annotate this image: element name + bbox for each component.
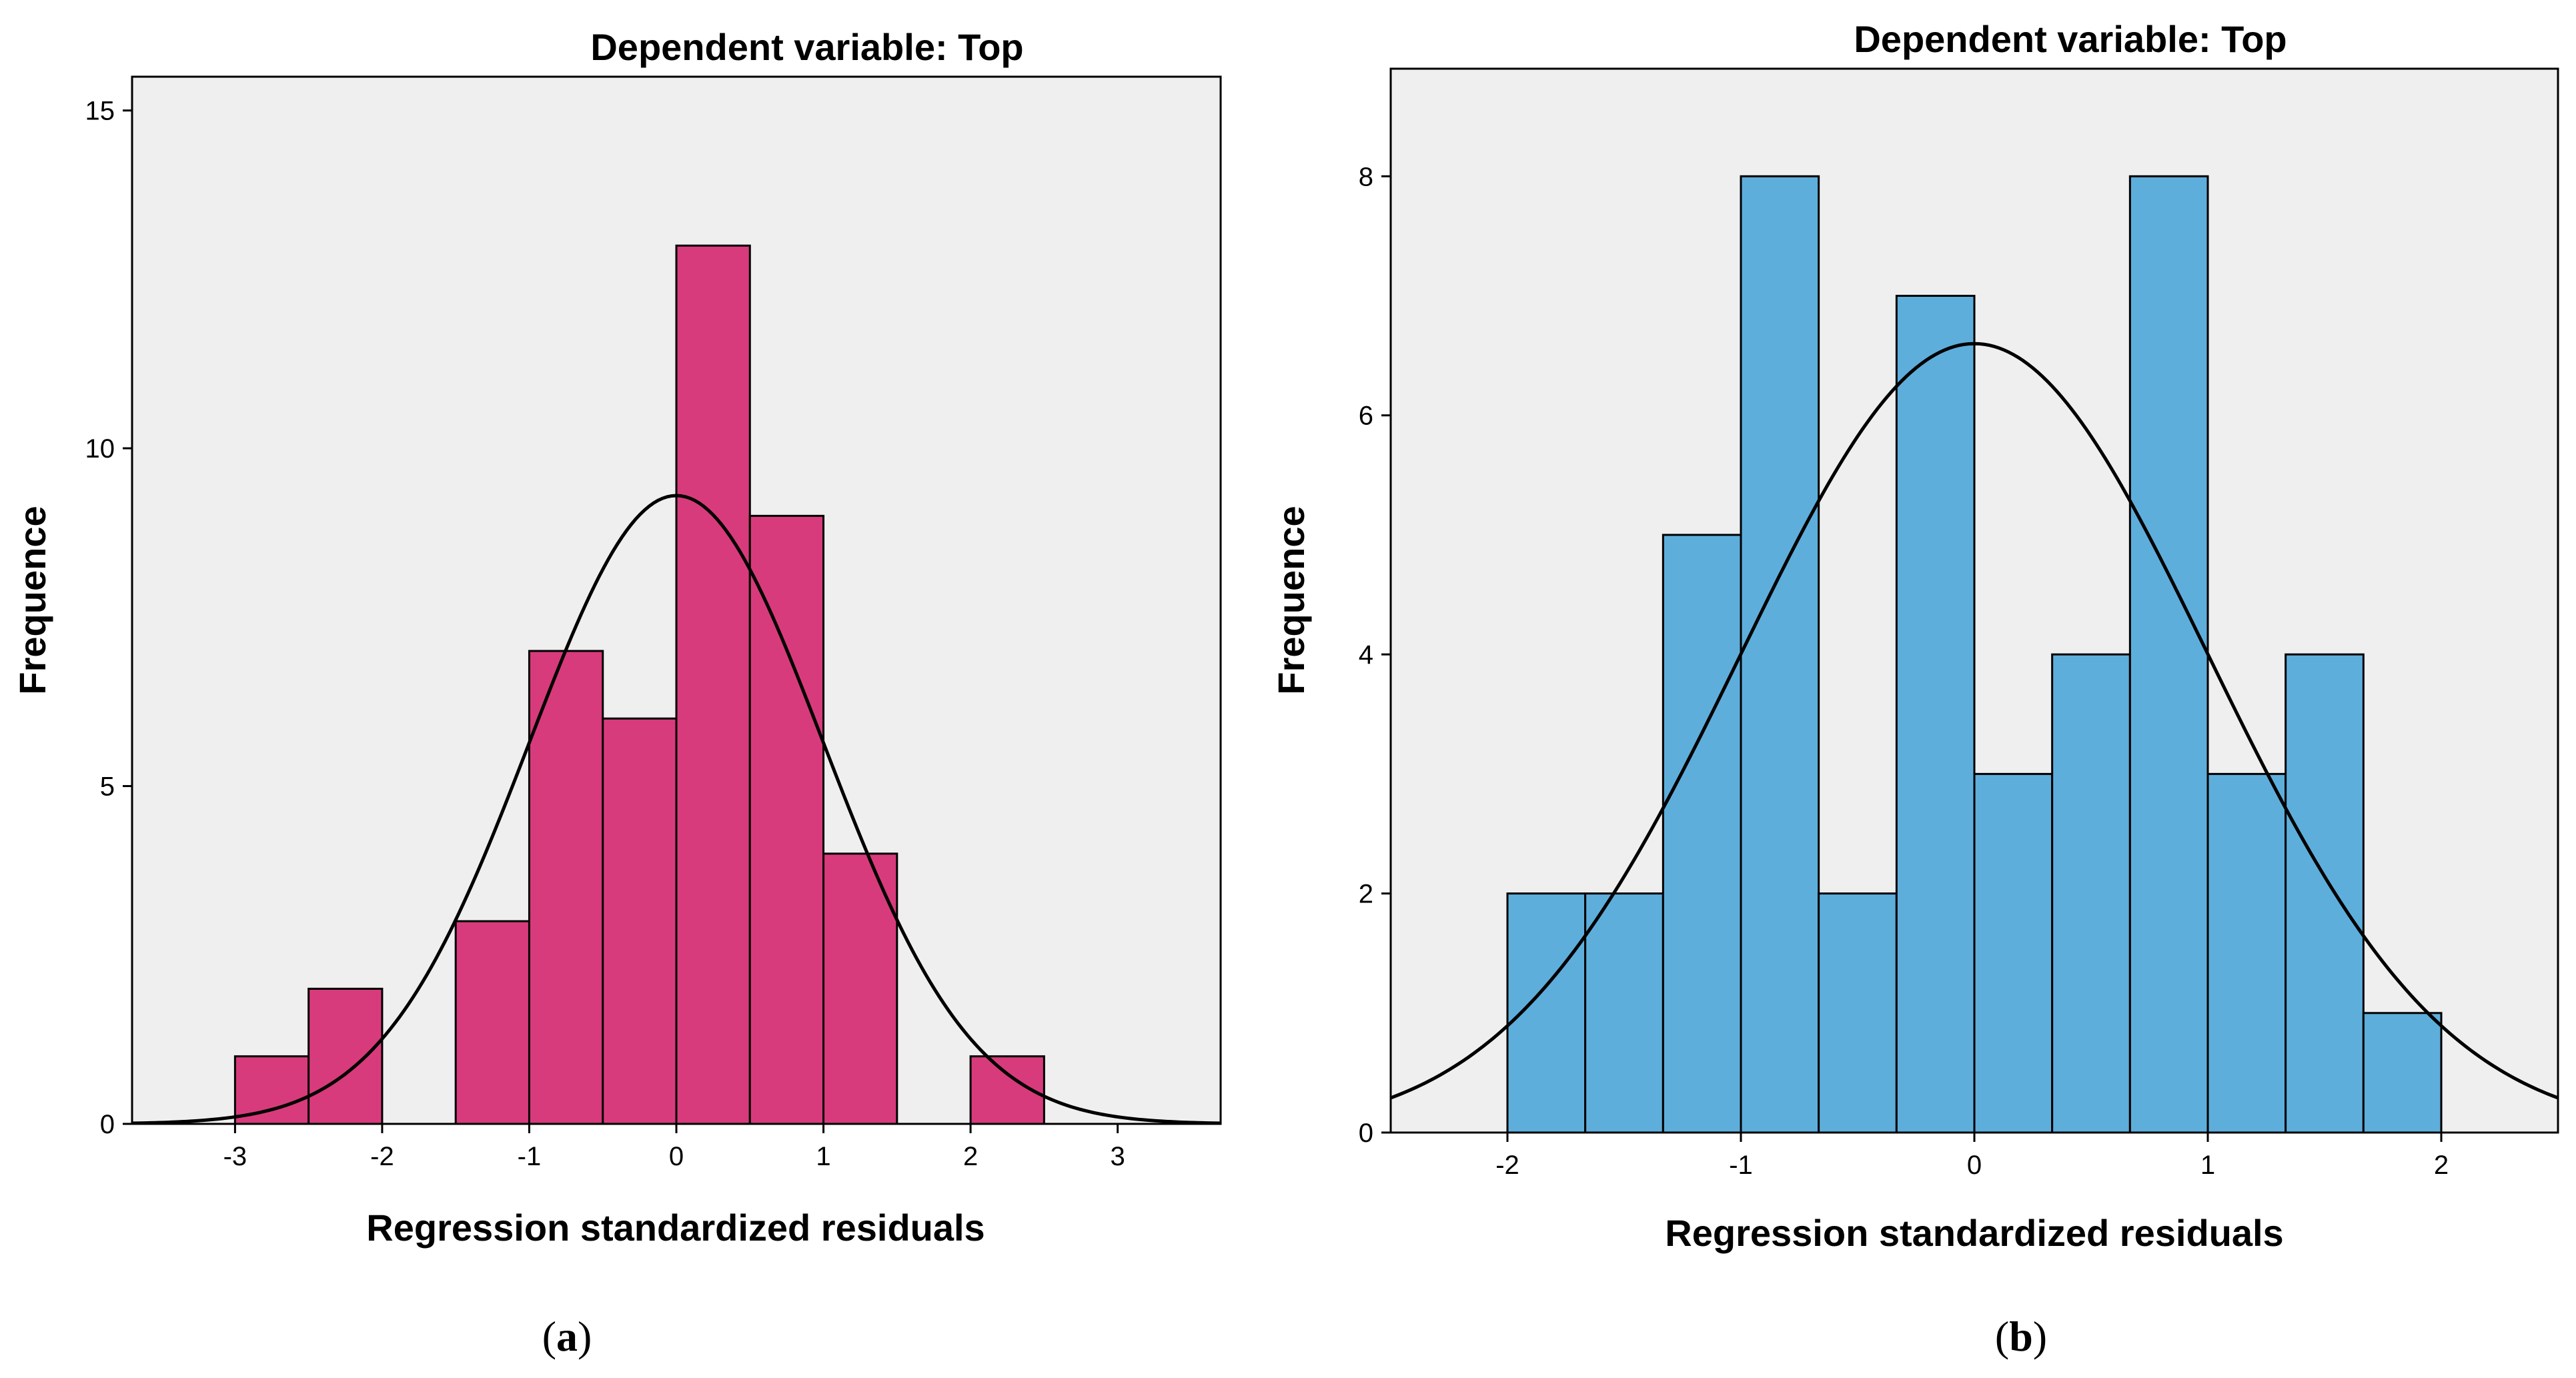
x-axis-ticks-a: -3 -2 -1 0 1 2 3 xyxy=(223,1124,1125,1171)
x-tick-label-b-2: 0 xyxy=(1967,1151,1982,1180)
y-tick-label-a-2: 10 xyxy=(85,434,115,464)
x-tick-label-b-1: -1 xyxy=(1729,1151,1753,1180)
histogram-bar-b-10 xyxy=(2285,653,2365,1134)
histogram-bar-a-5 xyxy=(602,717,678,1125)
x-tick-label-a-6: 3 xyxy=(1110,1142,1125,1171)
histogram-bar-a-3 xyxy=(454,920,530,1125)
y-tick-label-b-2: 4 xyxy=(1359,640,1373,670)
x-tick-label-a-0: -3 xyxy=(223,1142,247,1171)
histogram-bar-a-4 xyxy=(528,650,604,1125)
y-tick-label-b-3: 6 xyxy=(1359,402,1373,431)
bars-a xyxy=(233,244,1045,1125)
x-axis-ticks-b: -2 -1 0 1 2 xyxy=(1495,1133,2449,1180)
x-tick-label-a-4: 1 xyxy=(816,1142,830,1171)
y-axis-label-a: Frequence xyxy=(11,506,53,694)
panel-label-b: (b) xyxy=(1995,1313,2047,1360)
panel-label-a-open: ( xyxy=(542,1313,556,1360)
histogram-bar-a-0 xyxy=(233,1055,310,1125)
histogram-bar-b-11 xyxy=(2362,1012,2443,1134)
panel-label-b-letter: b xyxy=(2009,1313,2033,1360)
histogram-bar-b-8 xyxy=(2128,175,2209,1134)
normal-curve-b xyxy=(1390,341,2559,1100)
y-tick-label-b-1: 2 xyxy=(1359,880,1373,909)
y-tick-label-b-0: 0 xyxy=(1359,1119,1373,1148)
panel-label-a-letter: a xyxy=(556,1313,578,1360)
histogram-bar-a-10 xyxy=(969,1055,1045,1125)
histogram-bar-b-1 xyxy=(1584,892,1664,1134)
chart-title-a: Dependent variable: Top xyxy=(590,26,1023,68)
histogram-bar-b-9 xyxy=(2206,772,2287,1134)
y-tick-label-a-0: 0 xyxy=(100,1110,115,1139)
chart-title-b: Dependent variable: Top xyxy=(1854,18,2287,60)
x-axis-label-b: Regression standardized residuals xyxy=(1665,1212,2283,1254)
normal-curve-a xyxy=(131,494,1221,1125)
x-tick-label-a-1: -2 xyxy=(370,1142,394,1171)
histogram-bar-a-1 xyxy=(307,987,384,1125)
histogram-panel-a: Dependent variable: Top 0 5 10 15 -3 -2 -1 0 1 2… xyxy=(11,26,1222,1360)
panel-label-b-close: ) xyxy=(2033,1313,2047,1360)
histogram-panel-b: Dependent variable: Top 0 2 4 6 8 -2 -1 0 1 2 Fr… xyxy=(1270,18,2559,1360)
histogram-bar-b-4 xyxy=(1818,892,1898,1134)
y-axis-ticks-b: 0 2 4 6 8 xyxy=(1359,162,1391,1148)
y-axis-label-b: Frequence xyxy=(1270,506,1312,694)
histogram-bar-a-8 xyxy=(822,852,898,1125)
y-tick-label-a-1: 5 xyxy=(100,772,115,802)
histogram-bar-a-7 xyxy=(748,514,825,1125)
histogram-bar-b-2 xyxy=(1662,534,1742,1134)
x-tick-label-a-5: 2 xyxy=(963,1142,978,1171)
panel-label-a-close: ) xyxy=(578,1313,592,1360)
panel-label-b-open: ( xyxy=(1995,1313,2009,1360)
x-tick-label-b-0: -2 xyxy=(1495,1151,1519,1180)
histogram-bar-b-6 xyxy=(1973,772,2054,1134)
x-tick-label-b-3: 1 xyxy=(2200,1151,2215,1180)
histogram-bar-b-5 xyxy=(1895,295,1976,1134)
x-tick-label-a-3: 0 xyxy=(669,1142,684,1171)
panel-label-a: (a) xyxy=(542,1313,592,1360)
histogram-bar-b-3 xyxy=(1740,175,1820,1134)
histogram-bar-b-7 xyxy=(2051,653,2131,1134)
y-axis-ticks-a: 0 5 10 15 xyxy=(85,97,132,1139)
y-tick-label-a-3: 15 xyxy=(85,97,115,126)
x-axis-label-a: Regression standardized residuals xyxy=(366,1207,985,1249)
x-tick-label-b-4: 2 xyxy=(2434,1151,2449,1180)
x-tick-label-a-2: -1 xyxy=(518,1142,542,1171)
histogram-bar-a-6 xyxy=(675,244,751,1125)
y-tick-label-b-4: 8 xyxy=(1359,162,1373,191)
